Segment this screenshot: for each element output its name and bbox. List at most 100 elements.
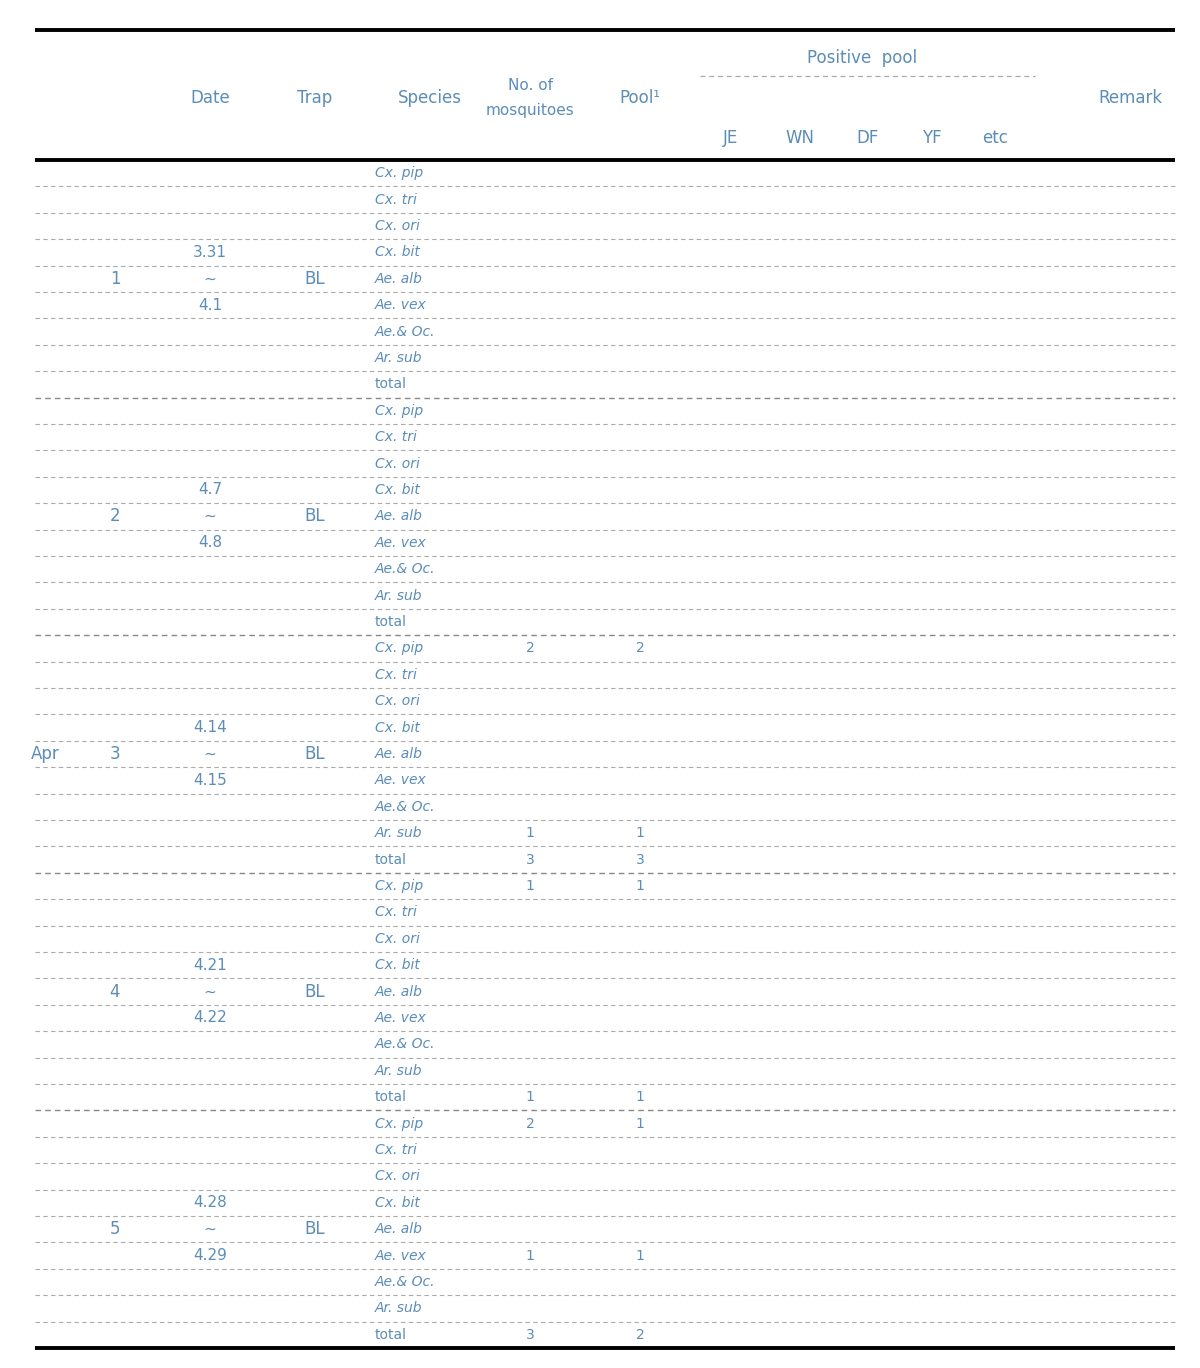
Text: JE: JE bbox=[722, 129, 738, 146]
Text: Cx. pip: Cx. pip bbox=[374, 642, 424, 655]
Text: Ar. sub: Ar. sub bbox=[374, 352, 422, 365]
Text: Ae.& Oc.: Ae.& Oc. bbox=[374, 800, 436, 814]
Text: Cx. bit: Cx. bit bbox=[374, 245, 420, 260]
Text: 4.22: 4.22 bbox=[193, 1011, 227, 1026]
Text: 3: 3 bbox=[526, 852, 534, 866]
Text: mosquitoes: mosquitoes bbox=[486, 103, 575, 118]
Text: No. of: No. of bbox=[508, 78, 552, 93]
Text: 1: 1 bbox=[636, 1249, 644, 1263]
Text: Cx. bit: Cx. bit bbox=[374, 1196, 420, 1209]
Text: 1: 1 bbox=[526, 1249, 534, 1263]
Text: 1: 1 bbox=[526, 1090, 534, 1104]
Text: 4.7: 4.7 bbox=[198, 483, 222, 498]
Text: YF: YF bbox=[922, 129, 942, 146]
Text: BL: BL bbox=[305, 508, 325, 525]
Text: Date: Date bbox=[190, 89, 230, 107]
Text: Ae.& Oc.: Ae.& Oc. bbox=[374, 562, 436, 576]
Text: Ae.& Oc.: Ae.& Oc. bbox=[374, 1275, 436, 1289]
Text: BL: BL bbox=[305, 746, 325, 763]
Text: total: total bbox=[374, 616, 407, 629]
Text: Cx. ori: Cx. ori bbox=[374, 1170, 420, 1183]
Text: Cx. pip: Cx. pip bbox=[374, 166, 424, 181]
Text: Ae. alb: Ae. alb bbox=[374, 272, 422, 286]
Text: 3: 3 bbox=[636, 852, 644, 866]
Text: Cx. ori: Cx. ori bbox=[374, 457, 420, 471]
Text: Ae.& Oc.: Ae.& Oc. bbox=[374, 324, 436, 339]
Text: 1: 1 bbox=[636, 1090, 644, 1104]
Text: 4.29: 4.29 bbox=[193, 1248, 227, 1263]
Text: 1: 1 bbox=[526, 826, 534, 840]
Text: 3.31: 3.31 bbox=[193, 245, 227, 260]
Text: 4.8: 4.8 bbox=[198, 535, 222, 550]
Text: Remark: Remark bbox=[1098, 89, 1162, 107]
Text: 1: 1 bbox=[526, 880, 534, 893]
Text: Apr: Apr bbox=[31, 746, 59, 763]
Text: WN: WN bbox=[786, 129, 815, 146]
Text: Cx. tri: Cx. tri bbox=[374, 1144, 416, 1157]
Text: 1: 1 bbox=[109, 269, 120, 287]
Text: 1: 1 bbox=[636, 1116, 644, 1130]
Text: 2: 2 bbox=[109, 508, 120, 525]
Text: Cx. pip: Cx. pip bbox=[374, 404, 424, 417]
Text: Ar. sub: Ar. sub bbox=[374, 588, 422, 602]
Text: 4.1: 4.1 bbox=[198, 298, 222, 313]
Text: etc: etc bbox=[982, 129, 1008, 146]
Text: Cx. tri: Cx. tri bbox=[374, 906, 416, 919]
Text: total: total bbox=[374, 378, 407, 391]
Text: Ar. sub: Ar. sub bbox=[374, 1064, 422, 1078]
Text: Species: Species bbox=[398, 89, 462, 107]
Text: Ar. sub: Ar. sub bbox=[374, 826, 422, 840]
Text: 2: 2 bbox=[526, 642, 534, 655]
Text: Ae. vex: Ae. vex bbox=[374, 1011, 427, 1025]
Text: total: total bbox=[374, 1090, 407, 1104]
Text: Cx. bit: Cx. bit bbox=[374, 721, 420, 735]
Text: total: total bbox=[374, 1328, 407, 1342]
Text: Pool¹: Pool¹ bbox=[619, 89, 660, 107]
Text: 1: 1 bbox=[636, 826, 644, 840]
Text: Ae. alb: Ae. alb bbox=[374, 509, 422, 524]
Text: Ae. alb: Ae. alb bbox=[374, 747, 422, 761]
Text: 2: 2 bbox=[636, 1328, 644, 1342]
Text: Positive  pool: Positive pool bbox=[808, 49, 918, 67]
Text: 1: 1 bbox=[636, 880, 644, 893]
Text: 4.14: 4.14 bbox=[193, 720, 227, 735]
Text: Ae.& Oc.: Ae.& Oc. bbox=[374, 1037, 436, 1052]
Text: Ae. vex: Ae. vex bbox=[374, 536, 427, 550]
Text: ~: ~ bbox=[204, 747, 216, 762]
Text: Cx. tri: Cx. tri bbox=[374, 193, 416, 207]
Text: Trap: Trap bbox=[298, 89, 332, 107]
Text: Cx. ori: Cx. ori bbox=[374, 219, 420, 233]
Text: Cx. tri: Cx. tri bbox=[374, 430, 416, 445]
Text: ~: ~ bbox=[204, 271, 216, 286]
Text: 3: 3 bbox=[526, 1328, 534, 1342]
Text: BL: BL bbox=[305, 1220, 325, 1238]
Text: ~: ~ bbox=[204, 509, 216, 524]
Text: total: total bbox=[374, 852, 407, 866]
Text: Cx. ori: Cx. ori bbox=[374, 694, 420, 709]
Text: 4.21: 4.21 bbox=[193, 958, 227, 973]
Text: Ae. vex: Ae. vex bbox=[374, 298, 427, 312]
Text: 2: 2 bbox=[526, 1116, 534, 1130]
Text: 3: 3 bbox=[109, 746, 120, 763]
Text: 2: 2 bbox=[636, 642, 644, 655]
Text: 4.28: 4.28 bbox=[193, 1196, 227, 1211]
Text: Ae. vex: Ae. vex bbox=[374, 773, 427, 788]
Text: Ae. alb: Ae. alb bbox=[374, 985, 422, 999]
Text: Ae. vex: Ae. vex bbox=[374, 1249, 427, 1263]
Text: Cx. tri: Cx. tri bbox=[374, 668, 416, 681]
Text: Cx. ori: Cx. ori bbox=[374, 932, 420, 945]
Text: 4: 4 bbox=[109, 982, 120, 1000]
Text: BL: BL bbox=[305, 269, 325, 287]
Text: DF: DF bbox=[857, 129, 880, 146]
Text: ~: ~ bbox=[204, 984, 216, 999]
Text: Cx. bit: Cx. bit bbox=[374, 958, 420, 973]
Text: BL: BL bbox=[305, 982, 325, 1000]
Text: Ar. sub: Ar. sub bbox=[374, 1301, 422, 1316]
Text: Ae. alb: Ae. alb bbox=[374, 1222, 422, 1237]
Text: ~: ~ bbox=[204, 1222, 216, 1237]
Text: 4.15: 4.15 bbox=[193, 773, 227, 788]
Text: Cx. pip: Cx. pip bbox=[374, 880, 424, 893]
Text: Cx. bit: Cx. bit bbox=[374, 483, 420, 497]
Text: 5: 5 bbox=[109, 1220, 120, 1238]
Text: Cx. pip: Cx. pip bbox=[374, 1116, 424, 1130]
